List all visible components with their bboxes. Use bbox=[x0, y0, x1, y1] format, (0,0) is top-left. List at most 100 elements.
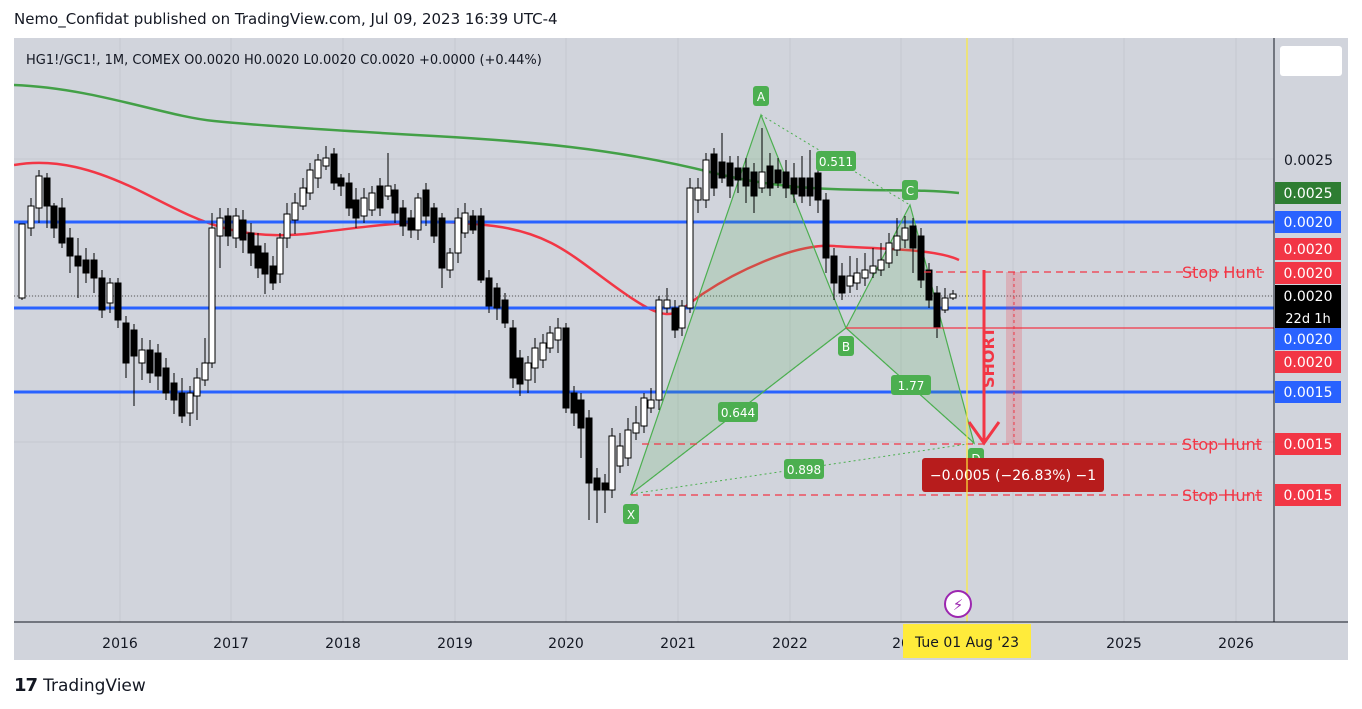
candle-body bbox=[376, 185, 384, 209]
candle-body bbox=[247, 232, 255, 254]
candle-body bbox=[106, 282, 114, 304]
candle-body bbox=[647, 399, 655, 409]
candle-body bbox=[360, 197, 368, 217]
candle-body bbox=[261, 252, 269, 275]
candle-body bbox=[655, 299, 663, 401]
top-right-box bbox=[1280, 46, 1342, 76]
candle-body bbox=[917, 235, 925, 281]
candle-body bbox=[314, 159, 322, 179]
candle-body bbox=[224, 215, 232, 237]
candle-body bbox=[554, 327, 562, 341]
candle-body bbox=[624, 429, 632, 459]
tradingview-logo[interactable]: 17 TradingView bbox=[14, 675, 146, 696]
candle-body bbox=[546, 332, 554, 349]
candle-body bbox=[66, 237, 74, 257]
candle-body bbox=[925, 269, 933, 301]
candle-body bbox=[790, 177, 798, 195]
candle-body bbox=[399, 207, 407, 227]
candle-body bbox=[58, 207, 66, 244]
x-tick-2022: 2022 bbox=[772, 636, 808, 652]
candle-body bbox=[782, 171, 790, 189]
pattern-ratio: 1.77 bbox=[898, 379, 925, 393]
price-label-badge bbox=[1275, 285, 1341, 329]
candle-body bbox=[616, 445, 624, 467]
publish-header: Nemo_Confidat published on TradingView.c… bbox=[14, 10, 558, 28]
price-label: 0.0020 bbox=[1284, 242, 1333, 258]
candle-body bbox=[368, 192, 376, 211]
price-label-badge bbox=[1275, 182, 1341, 204]
candle-body bbox=[98, 277, 106, 311]
price-label: 0.0015 bbox=[1284, 437, 1333, 453]
price-label: 0.0020 bbox=[1284, 332, 1333, 348]
price-label-badge bbox=[1275, 484, 1341, 506]
candle-body bbox=[806, 177, 814, 197]
price-label: 0.0020 bbox=[1284, 266, 1333, 282]
candle-body bbox=[949, 293, 957, 299]
candle-body bbox=[593, 477, 601, 491]
price-label-badge bbox=[1275, 262, 1341, 284]
ma-50-line bbox=[14, 161, 960, 316]
axes: 2016 2017 2018 2019 2020 2021 2022 20 2025 2026Tu… bbox=[14, 38, 1348, 658]
measure-label: −0.0005 (−26.83%) −1 bbox=[930, 468, 1096, 484]
pattern-point-badge bbox=[623, 504, 639, 524]
candle-body bbox=[885, 242, 893, 264]
candle-body bbox=[632, 422, 640, 434]
candle-body bbox=[276, 237, 284, 275]
candle-body bbox=[352, 199, 360, 219]
candle-body bbox=[414, 197, 422, 231]
candle-body bbox=[846, 275, 854, 287]
candle-body bbox=[861, 269, 869, 279]
candle-body bbox=[570, 392, 578, 414]
price-label-badge bbox=[1275, 328, 1341, 350]
price-label: 0.0015 bbox=[1284, 385, 1333, 401]
pattern-point-c: C bbox=[906, 184, 914, 198]
price-label-badge bbox=[1275, 381, 1341, 403]
candle-body bbox=[477, 215, 485, 281]
candle-body bbox=[391, 189, 399, 214]
x-tick-2019: 2019 bbox=[437, 636, 473, 652]
candle-body bbox=[742, 167, 750, 187]
candle-body bbox=[702, 159, 710, 201]
ratio-badge bbox=[816, 151, 856, 171]
candle-body bbox=[146, 349, 154, 374]
candle-body bbox=[608, 435, 616, 491]
stop-hunt-label-2: Stop Hunt bbox=[1182, 435, 1262, 454]
pattern-point-a: A bbox=[757, 90, 766, 104]
candle-body bbox=[422, 189, 430, 217]
pattern-point-x: X bbox=[627, 508, 635, 522]
candle-body bbox=[82, 259, 90, 274]
candle-body bbox=[254, 245, 262, 269]
candle-body bbox=[208, 227, 216, 364]
candle-body bbox=[299, 187, 307, 207]
candle-body bbox=[130, 329, 138, 357]
candle-body bbox=[640, 397, 648, 427]
price-label-badge bbox=[1275, 238, 1341, 260]
candle-body bbox=[306, 169, 314, 194]
cursor-date-badge bbox=[903, 624, 1031, 658]
stop-hunt-label-1: Stop Hunt bbox=[1182, 263, 1262, 282]
candle-body bbox=[330, 153, 338, 184]
short-label: SHORT bbox=[979, 327, 998, 388]
pattern-point-b: B bbox=[842, 340, 850, 354]
x-tick-2018: 2018 bbox=[325, 636, 361, 652]
candle-body bbox=[601, 482, 609, 491]
candle-body bbox=[766, 165, 774, 189]
candle-body bbox=[814, 172, 822, 201]
symbol-line: HG1!/GC1!, 1M, COMEX O0.0020 H0.0020 L0.… bbox=[26, 53, 542, 68]
ratio-badge bbox=[718, 402, 758, 422]
candle-body bbox=[122, 322, 130, 364]
candle-body bbox=[838, 275, 846, 294]
candle-body bbox=[718, 161, 726, 179]
horizontal-levels bbox=[14, 220, 1274, 394]
candle-body bbox=[407, 217, 415, 231]
price-label: 0.0015 bbox=[1284, 488, 1333, 504]
candle-body bbox=[454, 217, 462, 254]
pattern-point-badge bbox=[838, 336, 854, 356]
candles bbox=[18, 128, 957, 523]
candle-body bbox=[322, 157, 330, 167]
candle-body bbox=[798, 177, 806, 197]
candle-body bbox=[893, 235, 901, 251]
candle-body bbox=[501, 299, 509, 324]
